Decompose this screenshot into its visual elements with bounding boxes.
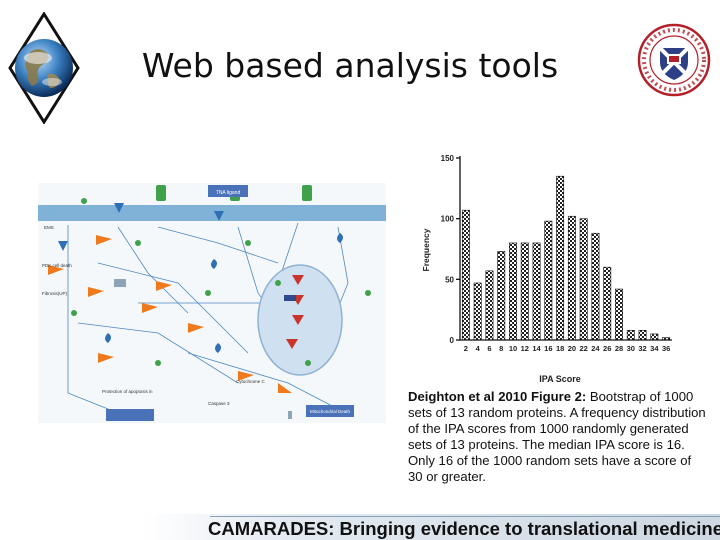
- x-tick-label: 24: [591, 344, 600, 353]
- pathway-label-right1: Mitochondrial Death: [310, 409, 351, 414]
- pathway-label-left1: EMS: [44, 225, 54, 230]
- x-tick-label: 10: [509, 344, 517, 353]
- y-axis-label: Frequency: [421, 228, 431, 271]
- pathway-diagram: TNA ligand Mitochondrial Death EMS PDK c…: [38, 183, 386, 423]
- bar-24: [591, 232, 600, 341]
- caption-citation: Deighton et al 2010 Figure 2:: [408, 389, 587, 404]
- cell-membrane: [38, 205, 386, 221]
- slide-title: Web based analysis tools: [141, 46, 559, 85]
- pathway-label-top: TNA ligand: [216, 190, 241, 196]
- footer-divider: [210, 516, 720, 517]
- pathway-label-bottom1: Protection of apoptosis in: [102, 389, 153, 394]
- x-tick-label: 18: [556, 344, 564, 353]
- bar-30: [626, 329, 635, 341]
- x-tick-label: 14: [532, 344, 541, 353]
- bar-2: [461, 209, 470, 341]
- globe-logo: [8, 12, 80, 124]
- x-tick-label: 12: [521, 344, 529, 353]
- bar-26: [603, 266, 612, 341]
- x-tick-label: 20: [568, 344, 576, 353]
- x-tick-label: 4: [476, 344, 481, 353]
- bar-28: [615, 288, 623, 341]
- bar-4: [473, 282, 482, 341]
- pathway-label-left2: PDK cell death: [42, 263, 72, 268]
- bar-8: [497, 251, 506, 341]
- x-tick-label: 36: [662, 344, 670, 353]
- x-tick-label: 2: [464, 344, 468, 353]
- bar-34: [650, 333, 659, 341]
- ipa-histogram: 2 4 6 8 10 12 14 16 18 20 22 24 26 28 30 32 34 36 0501001…: [421, 154, 672, 384]
- bar-6: [485, 270, 494, 341]
- pathway-box-top: [208, 185, 248, 197]
- x-tick-label: 26: [603, 344, 611, 353]
- x-tick-label: 16: [544, 344, 552, 353]
- bar-32: [638, 329, 647, 341]
- x-tick-label: 6: [487, 344, 491, 353]
- y-tick-label: 100: [441, 215, 455, 224]
- pathway-label-cyto: Cytochrome C: [236, 379, 266, 384]
- bar-14: [532, 242, 541, 341]
- figure-caption: Deighton et al 2010 Figure 2: Bootstrap …: [408, 389, 708, 486]
- caption-text: Bootstrap of 1000 sets of 13 random prot…: [408, 389, 706, 485]
- x-tick-label: 22: [579, 344, 587, 353]
- x-tick-label: 8: [499, 344, 503, 353]
- bar-10: [509, 242, 517, 341]
- y-tick-label: 50: [445, 275, 454, 284]
- bar-20: [567, 215, 576, 341]
- y-tick-label: 150: [441, 154, 455, 163]
- x-tick-label: 34: [650, 344, 659, 353]
- x-tick-label: 30: [627, 344, 635, 353]
- bar-22: [579, 218, 588, 341]
- footer-text: CAMARADES: Bringing evidence to translat…: [208, 518, 720, 539]
- university-seal-logo: [637, 23, 711, 97]
- x-axis-label: IPA Score: [539, 374, 581, 384]
- pathway-label-bottom2: Caspase 3: [208, 401, 230, 406]
- x-tick-label: 32: [638, 344, 646, 353]
- footer-bar: [0, 514, 720, 540]
- bar-16: [544, 220, 553, 341]
- bar-12: [520, 242, 529, 341]
- y-tick-label: 0: [450, 336, 455, 345]
- bar-18: [556, 175, 565, 341]
- x-tick-label: 28: [615, 344, 623, 353]
- pathway-label-left3: Fibrosis(UP): [42, 291, 68, 296]
